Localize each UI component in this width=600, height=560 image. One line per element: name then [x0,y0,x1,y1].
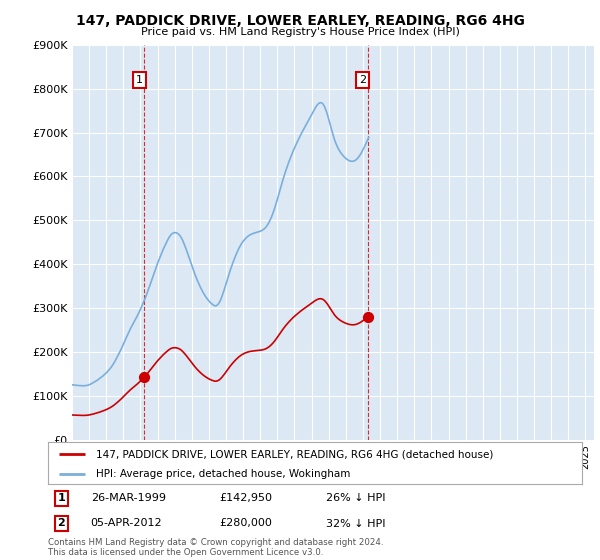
Text: 05-APR-2012: 05-APR-2012 [91,519,163,529]
Text: Price paid vs. HM Land Registry's House Price Index (HPI): Price paid vs. HM Land Registry's House … [140,27,460,37]
Text: 26% ↓ HPI: 26% ↓ HPI [326,493,385,503]
Text: £280,000: £280,000 [219,519,272,529]
Text: 2: 2 [58,519,65,529]
Text: 1: 1 [136,75,143,85]
Text: Contains HM Land Registry data © Crown copyright and database right 2024.
This d: Contains HM Land Registry data © Crown c… [48,538,383,557]
Text: 1: 1 [58,493,65,503]
Text: HPI: Average price, detached house, Wokingham: HPI: Average price, detached house, Woki… [96,469,350,479]
Point [363,312,373,321]
Text: 26-MAR-1999: 26-MAR-1999 [91,493,166,503]
Text: 147, PADDICK DRIVE, LOWER EARLEY, READING, RG6 4HG: 147, PADDICK DRIVE, LOWER EARLEY, READIN… [76,14,524,28]
Text: 32% ↓ HPI: 32% ↓ HPI [326,519,385,529]
Text: 2: 2 [359,75,366,85]
Text: £142,950: £142,950 [219,493,272,503]
Text: 147, PADDICK DRIVE, LOWER EARLEY, READING, RG6 4HG (detached house): 147, PADDICK DRIVE, LOWER EARLEY, READIN… [96,449,493,459]
Point [140,372,149,381]
